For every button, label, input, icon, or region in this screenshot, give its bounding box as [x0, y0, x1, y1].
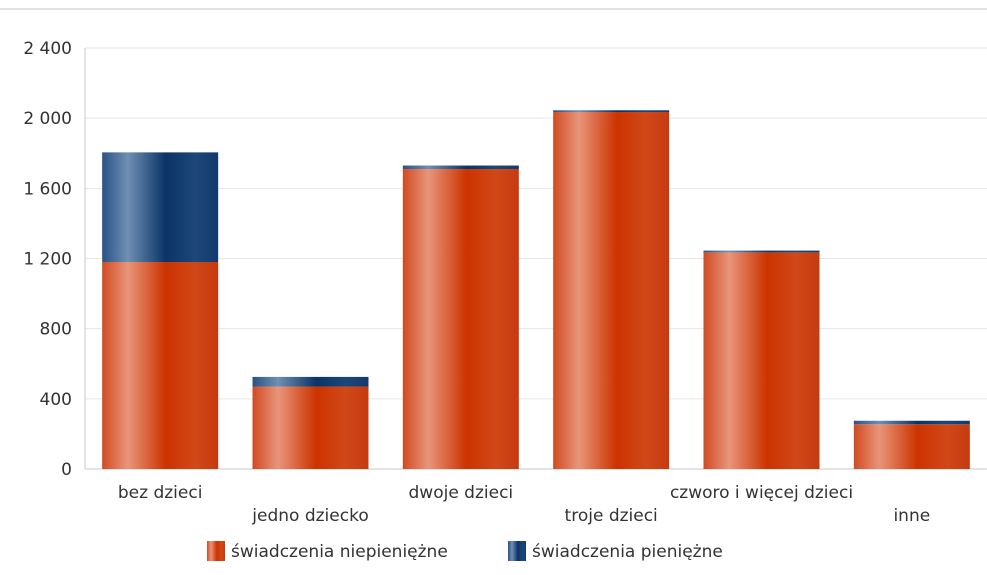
bars: [102, 110, 970, 469]
bar-niepieniezne: [703, 252, 820, 469]
x-category-label: dwoje dzieci: [409, 483, 514, 503]
x-category-labels: bez dzieci jedno dziecko dwoje dzieci troje…: [118, 483, 930, 526]
legend: świadczenia niepieniężne świadczenia pien…: [207, 541, 723, 562]
y-tick-label: 0: [61, 460, 72, 480]
x-category-label: inne: [893, 506, 930, 526]
bar-niepieniezne: [402, 169, 519, 469]
y-tick-labels: 0 400 800 1 200 1 600 2 000 2 400: [23, 39, 72, 480]
bar-niepieniezne: [252, 386, 369, 469]
bar-niepieniezne: [102, 262, 219, 469]
y-tick-label: 800: [40, 320, 72, 340]
legend-swatch: [207, 541, 225, 561]
bar-pieniezne: [703, 250, 820, 253]
legend-swatch: [508, 541, 526, 561]
axes: [84, 48, 987, 470]
legend-label: świadczenia pieniężne: [532, 542, 723, 562]
x-category-label: czworo i więcej dzieci: [670, 483, 853, 503]
y-tick-label: 400: [40, 390, 72, 410]
bar-pieniezne: [553, 110, 670, 113]
bar-niepieniezne: [553, 112, 670, 469]
y-tick-label: 1 600: [23, 179, 72, 199]
bar-pieniezne: [402, 165, 519, 170]
y-tick-label: 1 200: [23, 250, 72, 270]
x-category-label: troje dzieci: [565, 506, 658, 526]
y-tick-label: 2 000: [23, 109, 72, 129]
bar-pieniezne: [252, 376, 369, 387]
bar-niepieniezne: [853, 424, 970, 469]
y-tick-label: 2 400: [23, 39, 72, 59]
x-category-label: jedno dziecko: [251, 506, 368, 526]
x-category-label: bez dzieci: [118, 483, 203, 503]
bar-pieniezne: [102, 152, 219, 263]
bar-pieniezne: [853, 420, 970, 425]
legend-label: świadczenia niepieniężne: [231, 542, 448, 562]
grid-lines: [85, 47, 987, 400]
